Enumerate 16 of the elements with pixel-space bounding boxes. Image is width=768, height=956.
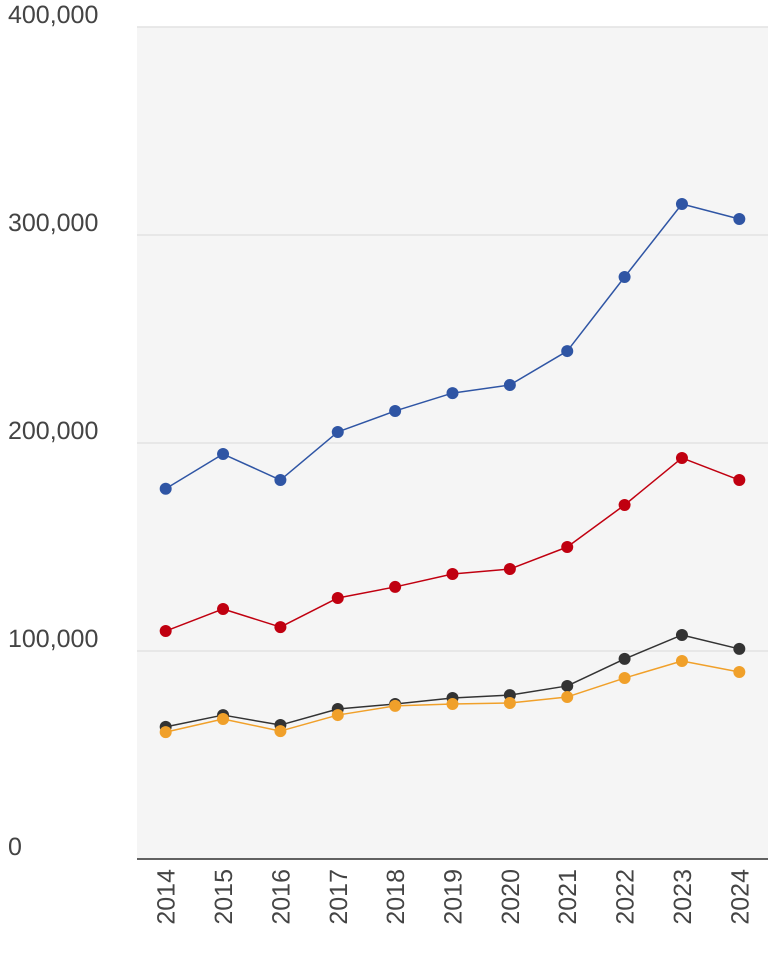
x-tick-label: 2015 <box>210 869 238 925</box>
x-tick-label: 2021 <box>554 869 582 925</box>
x-tick-label: 2019 <box>440 869 468 925</box>
y-tick-label: 300,000 <box>8 209 98 237</box>
x-tick-label: 2023 <box>668 869 697 925</box>
y-tick-label: 200,000 <box>8 417 98 445</box>
x-tick-label: 2018 <box>382 869 410 925</box>
x-tick-label: 2024 <box>726 868 754 925</box>
y-tick-label: 400,000 <box>8 1 98 29</box>
x-tick-label: 2014 <box>152 868 181 925</box>
x-tick-label: 2016 <box>267 869 296 925</box>
x-tick-label: 2017 <box>324 869 353 925</box>
y-tick-label: 0 <box>8 833 22 861</box>
x-tick-label: 2022 <box>612 869 640 925</box>
y-tick-label: 100,000 <box>8 625 98 653</box>
x-tick-label: 2020 <box>496 869 525 925</box>
